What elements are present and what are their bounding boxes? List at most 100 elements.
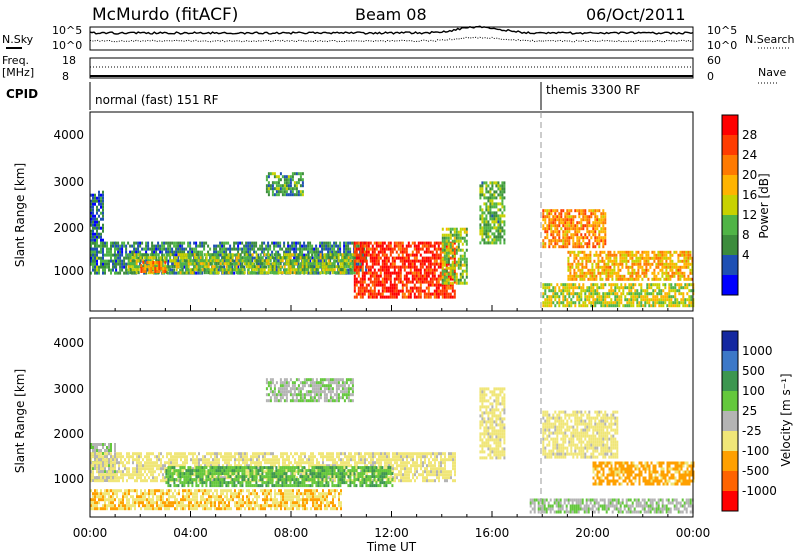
nsearch-tick-bottom: 10^0	[707, 39, 737, 52]
xtick-2400: 00:00	[676, 526, 711, 540]
power-colorbar: 28 24 20 16 12 8 4	[721, 114, 757, 296]
velocity-panel: Slant Range [km] 4000 3000 2000 1000 100…	[13, 317, 793, 518]
nsky-strip: N.Sky 10^5 10^0 10^5 10^0 N.Search	[2, 24, 795, 52]
nsky-trace	[89, 25, 694, 35]
xtick-0400: 04:00	[173, 526, 208, 540]
power-colorbar-tick-0: 28	[742, 128, 757, 142]
power-scatter-region-10	[567, 250, 694, 281]
velocity-colorbar-swatch-4	[722, 411, 738, 432]
power-colorbar-swatch-5	[722, 215, 738, 236]
power-colorbar-swatch-3	[722, 175, 738, 196]
velocity-ytick-3000: 3000	[53, 382, 84, 396]
velocity-colorbar-tick-0: 1000	[742, 344, 773, 358]
velocity-ytick-1000: 1000	[53, 472, 84, 486]
cpid-label: CPID	[6, 87, 38, 101]
nsky-tick-top: 10^5	[52, 24, 82, 37]
velocity-colorbar-tick-3: 25	[742, 404, 757, 418]
power-ytick-3000: 3000	[53, 175, 84, 189]
power-scatter-region-4	[140, 261, 167, 273]
velocity-scatter-region-7	[592, 461, 695, 486]
power-colorbar-tick-6: 4	[742, 248, 750, 262]
power-ylabel: Slant Range [km]	[13, 163, 27, 267]
velocity-scatter-region-3	[90, 489, 342, 511]
power-scatter-region-11	[542, 283, 695, 308]
cpid-mode-normal: normal (fast) 151 RF	[95, 93, 219, 107]
power-scatter-region-9	[542, 209, 607, 249]
power-colorbar-tick-3: 16	[742, 188, 757, 202]
nsearch-tick-top: 10^5	[707, 24, 737, 37]
power-ytick-1000: 1000	[53, 264, 84, 278]
nsky-tick-bottom: 10^0	[52, 39, 82, 52]
velocity-scatter-region-5	[479, 387, 506, 460]
date-label: 06/Oct/2011	[586, 5, 686, 24]
xtick-2000: 20:00	[575, 526, 610, 540]
power-panel: Slant Range [km] 4000 3000 2000 1000 282…	[13, 111, 771, 312]
velocity-colorbar-frame	[721, 330, 739, 512]
power-scatter-region-6	[353, 241, 456, 299]
velocity-colorbar-label: Velocity [m s⁻¹]	[779, 373, 793, 466]
freq-unit: [MHz]	[2, 66, 34, 79]
velocity-ylabel: Slant Range [km]	[13, 369, 27, 473]
velocity-colorbar-swatch-8	[722, 491, 738, 512]
velocity-colorbar: 1000 500 100 25 -25 -100 -500 -1000	[721, 330, 777, 512]
xtick-0000: 00:00	[73, 526, 108, 540]
velocity-scatter-region-6	[542, 410, 619, 459]
velocity-scatter-region-2	[165, 466, 394, 488]
power-ytick-4000: 4000	[53, 128, 84, 142]
power-colorbar-swatch-4	[722, 195, 738, 216]
velocity-ytick-2000: 2000	[53, 427, 84, 441]
power-colorbar-swatch-0	[722, 115, 738, 136]
power-colorbar-tick-1: 24	[742, 148, 757, 162]
velocity-colorbar-tick-1: 500	[742, 364, 765, 378]
power-colorbar-swatch-7	[722, 255, 738, 276]
nsky-label: N.Sky	[2, 33, 34, 46]
velocity-colorbar-swatch-3	[722, 391, 738, 412]
velocity-ytick-4000: 4000	[53, 336, 84, 350]
velocity-colorbar-tick-6: -500	[742, 464, 769, 478]
power-scatter-region-8	[479, 181, 506, 245]
velocity-colorbar-tick-7: -1000	[742, 484, 777, 498]
freq-tick-top: 18	[62, 54, 76, 67]
velocity-colorbar-swatch-0	[722, 331, 738, 352]
cpid-mode-themis: themis 3300 RF	[546, 83, 640, 97]
power-colorbar-tick-5: 8	[742, 228, 750, 242]
nsearch-trace	[89, 36, 694, 43]
power-colorbar-swatch-2	[722, 155, 738, 176]
nave-label: Nave	[758, 66, 786, 79]
freq-tick-bottom: 8	[62, 70, 69, 83]
xtick-1200: 12:00	[374, 526, 409, 540]
x-axis-label: Time UT	[366, 540, 417, 554]
freq-strip: Freq. [MHz] 18 8 60 0 Nave	[2, 54, 786, 84]
freq-label: Freq.	[2, 54, 29, 67]
power-colorbar-swatch-1	[722, 135, 738, 156]
nave-tick-top: 60	[707, 54, 721, 67]
velocity-colorbar-tick-4: -25	[742, 424, 762, 438]
power-colorbar-tick-4: 12	[742, 208, 757, 222]
velocity-colorbar-tick-5: -100	[742, 444, 769, 458]
nave-tick-bottom: 0	[707, 70, 714, 83]
power-colorbar-label: Power [dB]	[757, 173, 771, 238]
plot-title: McMurdo (fitACF)	[92, 5, 238, 25]
xtick-1600: 16:00	[475, 526, 510, 540]
nsearch-label: N.Search	[745, 33, 795, 46]
power-scatter-region-5	[265, 172, 304, 197]
velocity-colorbar-swatch-2	[722, 371, 738, 392]
power-colorbar-tick-2: 20	[742, 168, 757, 182]
velocity-scatter-region-8	[529, 498, 694, 514]
velocity-colorbar-swatch-1	[722, 351, 738, 372]
power-colorbar-frame	[721, 114, 739, 296]
power-scatter-region-7	[441, 227, 468, 285]
beam-label: Beam 08	[355, 5, 427, 24]
velocity-colorbar-tick-2: 100	[742, 384, 765, 398]
velocity-scatter-region-4	[265, 378, 354, 403]
power-colorbar-swatch-6	[722, 235, 738, 256]
power-colorbar-swatch-8	[722, 275, 738, 296]
velocity-colorbar-swatch-5	[722, 431, 738, 452]
xtick-0800: 08:00	[274, 526, 309, 540]
power-ytick-2000: 2000	[53, 221, 84, 235]
x-axis: 00:00 04:00 08:00 12:00 16:00 20:00 00:0…	[73, 305, 711, 554]
velocity-colorbar-swatch-7	[722, 471, 738, 492]
power-scatter-region-1	[90, 241, 116, 275]
velocity-colorbar-swatch-6	[722, 451, 738, 472]
